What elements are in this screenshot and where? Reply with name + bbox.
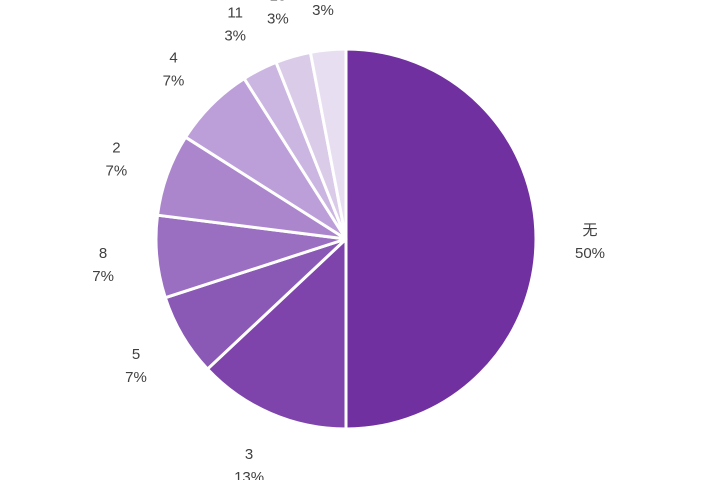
slice-label-1: 3 <box>245 446 253 463</box>
slice-percent-8: 3% <box>312 2 334 19</box>
slice-percent-4: 7% <box>106 162 128 179</box>
slice-label-4: 2 <box>112 139 120 156</box>
slice-label-3: 8 <box>99 245 107 262</box>
slice-label-2: 5 <box>132 346 140 363</box>
slice-percent-7: 3% <box>267 11 289 28</box>
slice-label-5: 4 <box>169 50 177 67</box>
slice-percent-0: 50% <box>575 245 605 262</box>
slice-percent-1: 13% <box>234 469 264 480</box>
slice-percent-5: 7% <box>163 73 185 90</box>
pie-slice-8 <box>308 47 348 241</box>
pie-slice-0 <box>344 47 538 431</box>
slice-percent-6: 3% <box>224 28 246 45</box>
slice-label-0: 无 <box>582 222 597 239</box>
slice-label-6: 11 <box>227 5 243 22</box>
slice-label-7: 10 <box>270 0 287 5</box>
pie-slice-1 <box>206 237 348 431</box>
slice-percent-2: 7% <box>125 369 147 386</box>
slice-percent-3: 7% <box>92 268 114 285</box>
